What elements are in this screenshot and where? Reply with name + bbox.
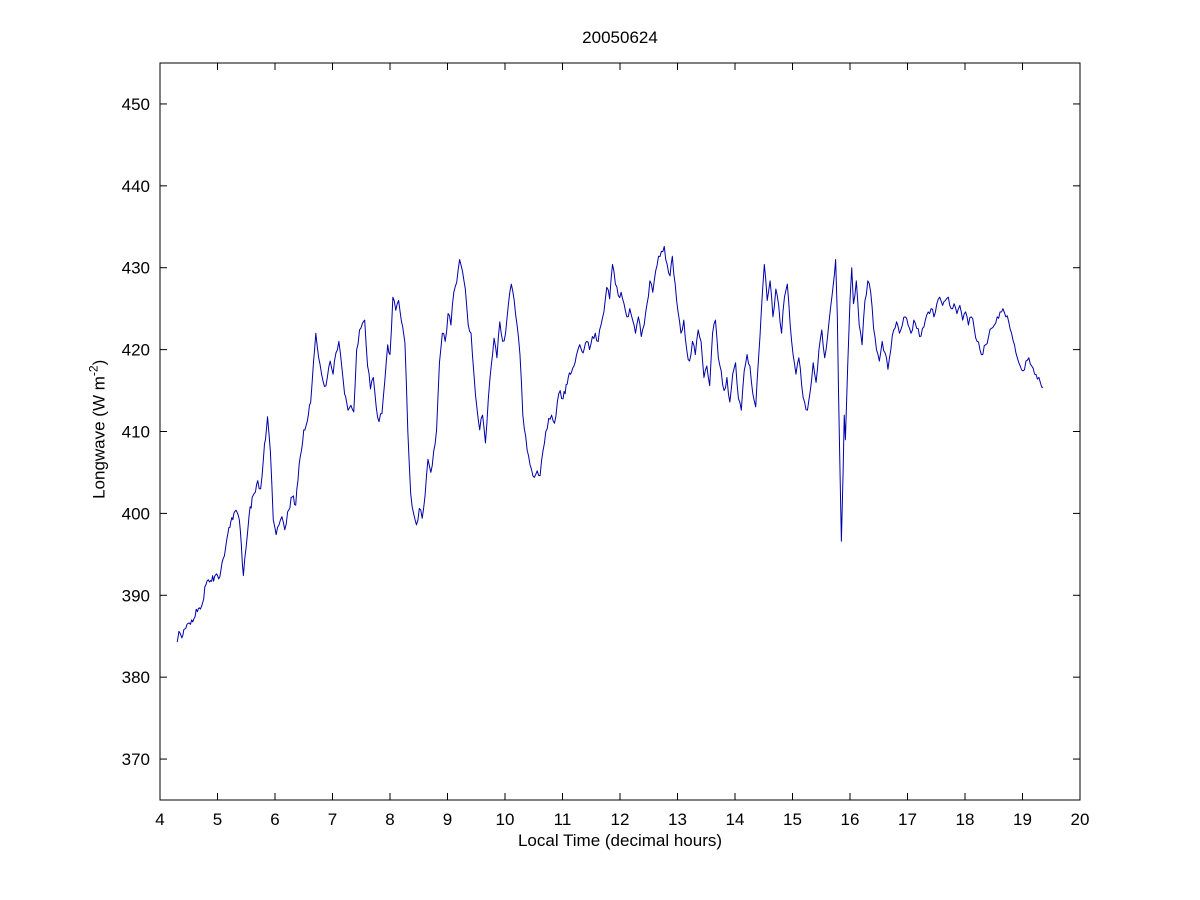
x-tick-label: 12 [611,810,630,829]
y-axis-label-superscript: -2 [86,365,101,377]
x-tick-label: 11 [554,810,572,829]
x-tick-label: 13 [668,810,687,829]
x-tick-label: 6 [270,810,279,829]
x-tick-label: 17 [898,810,917,829]
y-tick-label: 430 [122,259,150,278]
y-tick-label: 420 [122,341,150,360]
y-tick-label: 400 [122,504,150,523]
y-axis-label-text: Longwave (W m [89,376,109,499]
y-tick-label: 370 [122,750,150,769]
y-tick-label: 410 [122,423,150,442]
x-tick-label: 10 [496,810,515,829]
y-tick-label: 450 [122,95,150,114]
y-tick-label: 390 [122,586,150,605]
x-tick-label: 20 [1071,810,1090,829]
x-tick-label: 5 [213,810,222,829]
x-tick-label: 16 [841,810,860,829]
x-tick-label: 7 [328,810,337,829]
x-tick-label: 15 [783,810,802,829]
x-axis-label: Local Time (decimal hours) [517,831,723,850]
y-axis-label: Longwave (W m-2) [87,274,110,584]
x-tick-label: 4 [155,810,164,829]
x-tick-label: 18 [956,810,975,829]
x-tick-label: 14 [726,810,745,829]
x-tick-label: 9 [443,810,452,829]
axes-box [159,62,1081,801]
y-tick-label: 380 [122,668,150,687]
y-tick-label: 440 [122,177,150,196]
data-series-line [176,245,1044,643]
x-tick-label: 8 [385,810,394,829]
chart-title: 20050624 [582,28,658,47]
x-tick-label: 19 [1013,810,1032,829]
y-axis-label-close: ) [89,359,109,366]
